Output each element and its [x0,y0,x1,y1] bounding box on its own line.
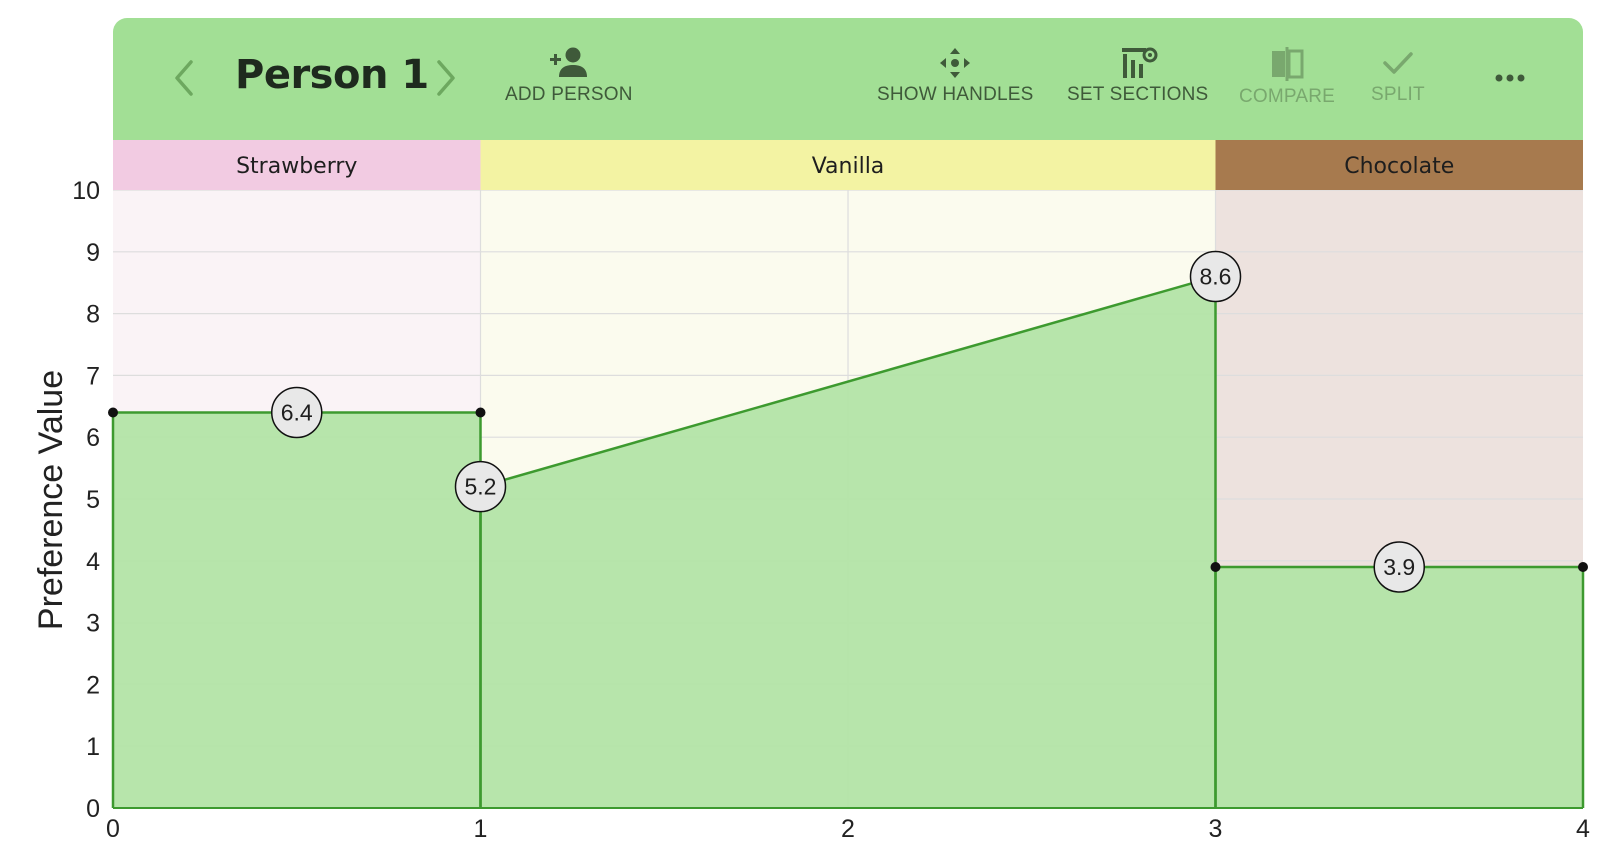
handle-dot[interactable] [475,407,486,418]
compare-button[interactable]: COMPARE [1239,46,1335,108]
value-handle[interactable] [271,386,323,439]
value-handle[interactable] [454,460,507,513]
section-header[interactable] [1215,140,1584,190]
more-options-button[interactable] [1492,66,1528,90]
chevron-right-icon [437,60,455,96]
section-header-label: Strawberry [236,154,357,179]
y-tick-label: 2 [86,671,100,699]
y-tick-label: 6 [86,424,100,452]
set-sections-label: SET SECTIONS [1067,84,1209,105]
y-tick-label: 4 [86,548,100,576]
handle-dot[interactable] [1210,561,1221,572]
value-handle-label: 3.9 [1383,554,1415,580]
section-header[interactable] [113,140,481,190]
section-header[interactable] [480,140,1216,190]
add-person-label: ADD PERSON [505,84,633,105]
x-tick-label: 3 [1209,815,1223,843]
segment-area [1215,566,1583,808]
handle-dot[interactable] [108,407,118,418]
value-handle[interactable] [1189,250,1242,303]
value-handle[interactable] [1373,541,1425,593]
x-tick-label: 1 [474,815,488,843]
segment-area [113,412,481,808]
show-handles-label: SHOW HANDLES [877,84,1034,105]
add-person-button[interactable]: ADD PERSON [505,46,633,106]
more-horizontal-icon [1495,74,1525,82]
set-sections-button[interactable]: SET SECTIONS [1067,46,1208,106]
value-handle-label: 8.6 [1200,264,1232,290]
y-tick-label: 5 [86,486,100,514]
compare-icon [1272,47,1304,81]
y-tick-label: 1 [86,733,100,761]
handle-dot[interactable] [1578,561,1588,572]
segment-area [480,276,1216,808]
section-settings-icon [1121,47,1158,78]
next-person-button[interactable] [430,56,460,100]
split-label: SPLIT [1371,84,1425,105]
y-tick-label: 8 [86,301,100,329]
value-handle-label: 5.2 [465,474,497,500]
x-tick-label: 2 [841,815,855,843]
y-tick-label: 9 [86,239,100,267]
section-header-label: Chocolate [1344,154,1454,179]
show-handles-button[interactable]: SHOW HANDLES [877,46,1034,106]
split-button[interactable]: SPLIT [1371,46,1425,106]
compare-label: COMPARE [1239,86,1336,107]
add-person-icon [549,47,587,77]
person-name-title: Person 1 [235,52,429,98]
toolbar [113,18,1583,140]
x-tick-label: 0 [106,815,120,843]
move-handles-icon [940,48,971,78]
y-tick-label: 10 [72,177,100,205]
x-tick-label: 4 [1576,815,1590,843]
segment-line[interactable] [480,275,1216,488]
y-tick-label: 7 [86,362,100,390]
previous-person-button[interactable] [170,56,200,100]
chevron-left-icon [175,60,193,96]
section-header-label: Vanilla [812,154,885,179]
y-tick-label: 0 [86,795,100,823]
y-axis-label: Preference Value [32,370,70,630]
checkmark-icon [1383,52,1413,74]
value-handle-label: 6.4 [281,399,313,425]
y-tick-label: 3 [86,610,100,638]
